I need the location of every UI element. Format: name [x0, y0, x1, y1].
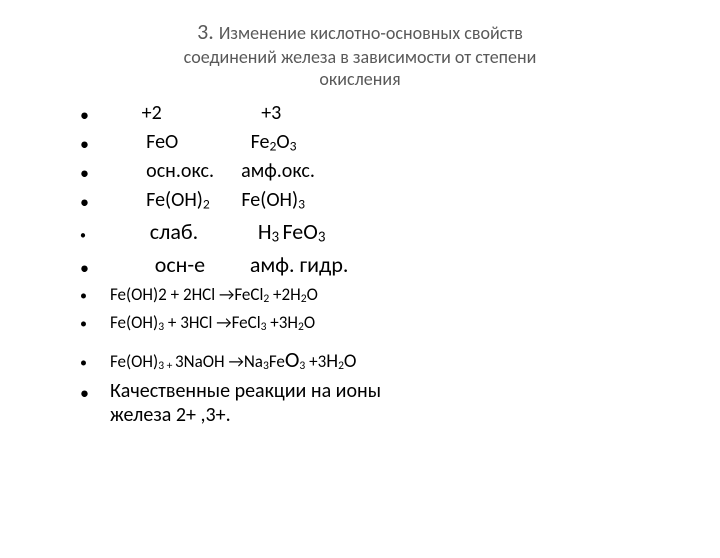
bullet-icon: •	[80, 164, 110, 182]
bullet-icon: •	[80, 135, 110, 153]
subscript: 3	[318, 229, 326, 247]
bullet-icon: •	[80, 384, 110, 402]
title-text: Изменение кислотно-основных свойств соед…	[184, 22, 537, 90]
text-line: осн.окс. амф.окс.	[110, 159, 315, 183]
subscript: 3 +	[158, 359, 175, 373]
text-seg: 3NaOH →Na	[175, 351, 263, 372]
text-seg: Fe	[269, 351, 285, 372]
text-seg: +2H	[269, 284, 301, 305]
subscript: 3	[290, 137, 297, 154]
list-item: • Fe(OH)3 + 3NaOH →Na3FeO3 +3H2O	[80, 346, 660, 373]
text-line: Fe(OH)2 + 2HCl →FeCl2 +2H2O	[110, 284, 318, 306]
text-seg: Fe(OH)	[110, 351, 158, 372]
text-seg: +3	[305, 351, 326, 372]
slide-content: • +2 +3 • FeO Fe2O3 • осн.окс. амф.окс. …	[0, 101, 720, 428]
list-item: • Fe(OH)2 Fe(OH)3	[80, 188, 660, 212]
bullet-icon: •	[80, 289, 110, 303]
text-seg: Fe(OH)	[210, 188, 298, 212]
text-seg: H	[326, 350, 338, 373]
subscript: 3	[298, 195, 305, 212]
text-line: Качественные реакции на ионы железа 2+ ,…	[110, 379, 430, 427]
text-line: +2 +3	[110, 101, 281, 125]
text-seg: O	[344, 350, 357, 373]
bullet-icon: •	[80, 230, 110, 242]
slide: 3. Изменение кислотно-основных свойств с…	[0, 0, 720, 558]
list-item: • Fe(OH)2 + 2HCl →FeCl2 +2H2O	[80, 284, 660, 306]
bullet-icon: •	[80, 356, 110, 370]
bullet-icon: •	[80, 106, 110, 124]
text-seg: слаб. H	[110, 218, 272, 245]
text-seg: O	[276, 130, 289, 154]
bullet-icon: •	[80, 317, 110, 331]
text-line: слаб. H3 FeO3	[110, 218, 325, 247]
bullet-icon: •	[80, 193, 110, 211]
list-item: • Fe(OH)3 + 3HCl →FeCl3 +3H2O	[80, 312, 660, 334]
text-line: осн-е амф. гидр.	[110, 251, 348, 278]
list-item: • осн-е амф. гидр.	[80, 251, 660, 278]
title-number: 3.	[197, 18, 219, 45]
text-seg: FeO	[283, 218, 318, 245]
list-item: • Качественные реакции на ионы железа 2+…	[80, 379, 660, 427]
list-item: • осн.окс. амф.окс.	[80, 159, 660, 183]
list-item: • слаб. H3 FeO3	[80, 218, 660, 247]
text-line: Fe(OH)3 + 3HCl →FeCl3 +3H2O	[110, 312, 315, 334]
text-line: FeO Fe2O3	[110, 130, 296, 154]
slide-title: 3. Изменение кислотно-основных свойств с…	[165, 18, 555, 91]
text-line: Fe(OH)2 Fe(OH)3	[110, 188, 305, 212]
text-seg: Fe(OH)	[110, 188, 203, 212]
text-seg: Fe(OH)2 + 2HCl →FeCl	[110, 284, 263, 305]
list-item: • +2 +3	[80, 101, 660, 125]
bullet-icon: •	[80, 259, 110, 277]
subscript: 2	[203, 195, 210, 212]
text-seg: FeO Fe	[110, 130, 269, 154]
text-seg: O	[304, 312, 315, 333]
text-seg: O	[307, 284, 318, 305]
text-seg: O	[285, 346, 300, 373]
subscript: 3	[272, 229, 283, 247]
text-seg: Fe(OH)	[110, 312, 158, 333]
text-seg: +3H	[266, 312, 298, 333]
text-line: Fe(OH)3 + 3NaOH →Na3FeO3 +3H2O	[110, 346, 357, 373]
text-seg: + 3HCl →FeCl	[164, 312, 261, 333]
list-item: • FeO Fe2O3	[80, 130, 660, 154]
